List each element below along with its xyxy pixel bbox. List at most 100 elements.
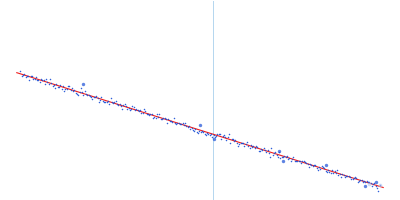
Point (169, 120, 176, 123)
Point (317, 168, 324, 171)
Point (260, 147, 267, 150)
Point (308, 163, 314, 167)
Point (98, 95, 105, 98)
Point (168, 120, 174, 123)
Point (222, 135, 228, 138)
Point (158, 117, 164, 120)
Point (358, 179, 365, 182)
Point (228, 137, 235, 140)
Point (239, 142, 245, 145)
Point (100, 99, 106, 102)
Point (190, 128, 196, 131)
Point (17, 69, 24, 73)
Point (320, 165, 326, 168)
Point (211, 137, 218, 141)
Point (48, 82, 54, 85)
Point (226, 133, 232, 136)
Point (255, 149, 262, 152)
Point (137, 109, 143, 112)
Point (133, 107, 140, 110)
Point (125, 107, 132, 110)
Point (84, 93, 90, 97)
Point (237, 142, 244, 145)
Point (280, 156, 286, 159)
Point (163, 117, 169, 120)
Point (35, 78, 42, 82)
Point (219, 134, 226, 137)
Point (267, 155, 273, 158)
Point (76, 91, 83, 94)
Point (181, 123, 187, 126)
Point (376, 184, 383, 187)
Point (370, 183, 376, 186)
Point (328, 171, 334, 174)
Point (312, 163, 318, 166)
Point (127, 108, 133, 111)
Point (316, 165, 322, 169)
Point (340, 174, 347, 177)
Point (240, 141, 246, 144)
Point (372, 184, 379, 187)
Point (343, 175, 349, 178)
Point (268, 147, 275, 150)
Point (107, 97, 114, 100)
Point (36, 80, 43, 84)
Point (206, 133, 213, 136)
Point (277, 156, 284, 160)
Point (112, 100, 119, 103)
Point (257, 150, 263, 153)
Point (325, 168, 331, 172)
Point (289, 157, 295, 160)
Point (80, 82, 86, 85)
Point (208, 133, 214, 136)
Point (333, 172, 339, 175)
Point (24, 74, 30, 77)
Point (67, 88, 74, 92)
Point (371, 181, 378, 184)
Point (58, 87, 65, 91)
Point (288, 159, 294, 163)
Point (74, 93, 80, 96)
Point (66, 85, 72, 88)
Point (92, 96, 98, 99)
Point (311, 163, 317, 166)
Point (262, 148, 268, 151)
Point (186, 125, 192, 128)
Point (151, 115, 158, 118)
Point (264, 148, 271, 152)
Point (266, 151, 272, 155)
Point (253, 145, 259, 148)
Point (263, 150, 270, 154)
Point (44, 80, 51, 84)
Point (318, 164, 325, 168)
Point (365, 180, 371, 184)
Point (49, 85, 56, 88)
Point (360, 181, 366, 184)
Point (292, 159, 298, 162)
Point (302, 160, 308, 163)
Point (88, 96, 94, 99)
Point (83, 92, 89, 95)
Point (71, 89, 78, 92)
Point (322, 163, 329, 166)
Point (154, 113, 160, 116)
Point (272, 150, 278, 153)
Point (173, 122, 179, 125)
Point (184, 125, 191, 128)
Point (47, 78, 53, 81)
Point (142, 109, 148, 112)
Point (324, 170, 330, 173)
Point (124, 107, 130, 110)
Point (25, 74, 31, 78)
Point (258, 147, 264, 150)
Point (65, 85, 71, 88)
Point (252, 146, 258, 149)
Point (290, 156, 296, 159)
Point (148, 113, 155, 116)
Point (64, 88, 70, 91)
Point (26, 78, 32, 82)
Point (304, 163, 311, 166)
Point (87, 94, 93, 97)
Point (216, 132, 222, 135)
Point (321, 166, 328, 170)
